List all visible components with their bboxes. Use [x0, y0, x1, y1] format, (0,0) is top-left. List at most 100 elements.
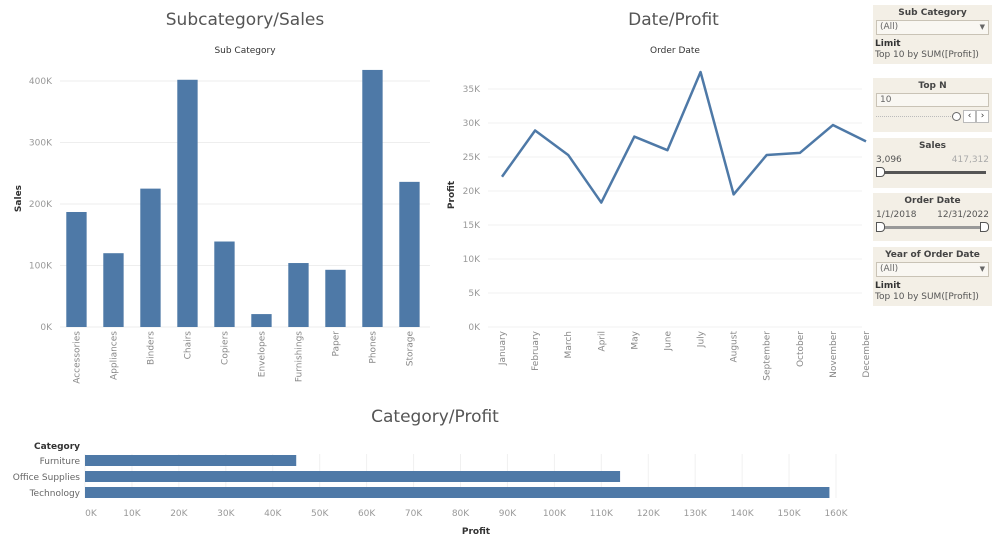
- bar-envelopes: [251, 314, 272, 327]
- x-tick-label: September: [763, 331, 773, 381]
- x-tick-label: Appliances: [110, 331, 120, 380]
- range-max: 417,312: [951, 155, 989, 165]
- y-tick-label: 10K: [463, 255, 481, 265]
- y-axis-label: Sales: [14, 185, 24, 212]
- x-tick-label: 100K: [543, 509, 567, 519]
- y-tick-label: Technology: [29, 489, 81, 499]
- x-tick-label: 80K: [452, 509, 470, 519]
- bar-office-supplies: [85, 471, 621, 482]
- filter-title: Sub Category: [898, 8, 967, 18]
- x-tick-label: January: [498, 330, 508, 366]
- x-tick-label: 130K: [684, 509, 708, 519]
- bar-phones: [362, 69, 383, 328]
- x-tick-label: 70K: [405, 509, 423, 519]
- x-tick-label: December: [862, 331, 870, 378]
- slider-handle[interactable]: [952, 112, 961, 121]
- x-tick-label: June: [663, 331, 673, 352]
- filter-top-n: Top N 10 ‹ ›: [873, 78, 992, 132]
- x-tick-label: 150K: [778, 509, 802, 519]
- bar-appliances: [103, 253, 124, 327]
- x-tick-label: 110K: [590, 509, 614, 519]
- range-min: 1/1/2018: [876, 210, 917, 220]
- decrement-button[interactable]: ‹: [963, 110, 976, 123]
- y-tick-label: 200K: [29, 200, 53, 210]
- x-tick-label: 20K: [170, 509, 188, 519]
- x-tick-label: Paper: [332, 331, 342, 357]
- x-tick-label: Accessories: [73, 331, 83, 384]
- y-tick-label: 400K: [29, 77, 53, 87]
- y-tick-label: 5K: [468, 289, 481, 299]
- limit-value: Top 10 by SUM([Profit]): [875, 292, 979, 302]
- profit-chart-title: Date/Profit: [628, 10, 719, 30]
- x-tick-label: 0K: [85, 509, 98, 519]
- x-tick-label: 60K: [358, 509, 376, 519]
- x-tick-label: July: [697, 330, 707, 348]
- x-tick-label: 160K: [824, 509, 848, 519]
- bar-furnishings: [288, 263, 309, 327]
- y-tick-label: 15K: [463, 221, 481, 231]
- min-handle[interactable]: [876, 222, 885, 232]
- bar-binders: [140, 188, 161, 327]
- profit-line-chart: Order Date Profit 0K 5K 10K 15K 20K 25K 30K 35K Ja…: [447, 46, 870, 381]
- dropdown-value: (All): [880, 22, 899, 32]
- y-tick-label: Furniture: [40, 457, 81, 467]
- filter-sales: Sales 3,096 417,312: [873, 138, 992, 188]
- x-tick-label: 50K: [311, 509, 329, 519]
- increment-button[interactable]: ›: [976, 110, 989, 123]
- x-tick-label: April: [597, 331, 607, 352]
- category-bar-chart: Category 0K 10K 20K 30K 40K 50K 60K 70K 80K 90K 100…: [13, 442, 849, 537]
- bar-storage: [399, 181, 420, 327]
- input-value: 10: [880, 95, 892, 105]
- x-tick-label: 90K: [499, 509, 517, 519]
- sales-chart-title: Subcategory/Sales: [165, 10, 325, 30]
- y-tick-label: 0K: [468, 323, 481, 333]
- filter-title: Sales: [918, 141, 947, 151]
- x-tick-label: Envelopes: [258, 331, 268, 378]
- x-axis-label: Profit: [462, 527, 491, 537]
- y-axis-label: Profit: [447, 180, 457, 209]
- y-tick-label: 20K: [463, 187, 481, 197]
- x-tick-label: February: [531, 330, 541, 371]
- x-tick-label: 120K: [637, 509, 661, 519]
- y-tick-label: 100K: [29, 262, 53, 272]
- bar-accessories: [66, 211, 87, 327]
- x-tick-label: 30K: [217, 509, 235, 519]
- x-tick-label: Furnishings: [295, 331, 305, 382]
- dropdown-value: (All): [880, 264, 899, 274]
- x-tick-label: November: [829, 331, 839, 378]
- bar-copiers: [214, 241, 235, 327]
- sub-category-dropdown[interactable]: (All) ▼: [876, 20, 989, 35]
- x-tick-label: May: [630, 330, 640, 349]
- bar-technology: [85, 487, 830, 498]
- filter-sub-category: Sub Category (All) ▼ Limit Top 10 by SUM(…: [873, 5, 992, 64]
- profit-line: [500, 70, 867, 204]
- y-tick-label: 30K: [463, 119, 481, 129]
- top-n-slider[interactable]: [876, 116, 957, 117]
- y-tick-label: 35K: [463, 85, 481, 95]
- range-min: 3,096: [876, 155, 902, 165]
- x-tick-label: Binders: [147, 331, 157, 365]
- x-tick-label: October: [796, 331, 806, 367]
- sales-range-slider[interactable]: [876, 167, 989, 177]
- limit-label: Limit: [875, 281, 901, 291]
- min-handle[interactable]: [876, 167, 885, 177]
- bar-chairs: [177, 79, 198, 327]
- x-tick-label: 140K: [731, 509, 755, 519]
- date-range-slider[interactable]: [876, 222, 989, 232]
- x-tick-label: March: [564, 331, 574, 358]
- y-tick-label: 300K: [29, 139, 53, 149]
- filter-year-of-order-date: Year of Order Date (All) ▼ Limit Top 10 b…: [873, 247, 992, 306]
- bar-paper: [325, 269, 346, 327]
- chevron-down-icon: ▼: [979, 265, 985, 273]
- x-tick-label: 10K: [123, 509, 141, 519]
- y-axis-header: Category: [34, 442, 80, 452]
- filter-title: Year of Order Date: [885, 250, 980, 260]
- range-max: 12/31/2022: [937, 210, 989, 220]
- x-tick-label: Copiers: [221, 331, 231, 365]
- x-axis-header: Sub Category: [214, 46, 276, 56]
- max-handle[interactable]: [980, 222, 989, 232]
- year-dropdown[interactable]: (All) ▼: [876, 262, 989, 277]
- top-n-input[interactable]: 10: [876, 93, 989, 107]
- x-tick-label: Phones: [369, 331, 379, 364]
- x-tick-label: 40K: [264, 509, 282, 519]
